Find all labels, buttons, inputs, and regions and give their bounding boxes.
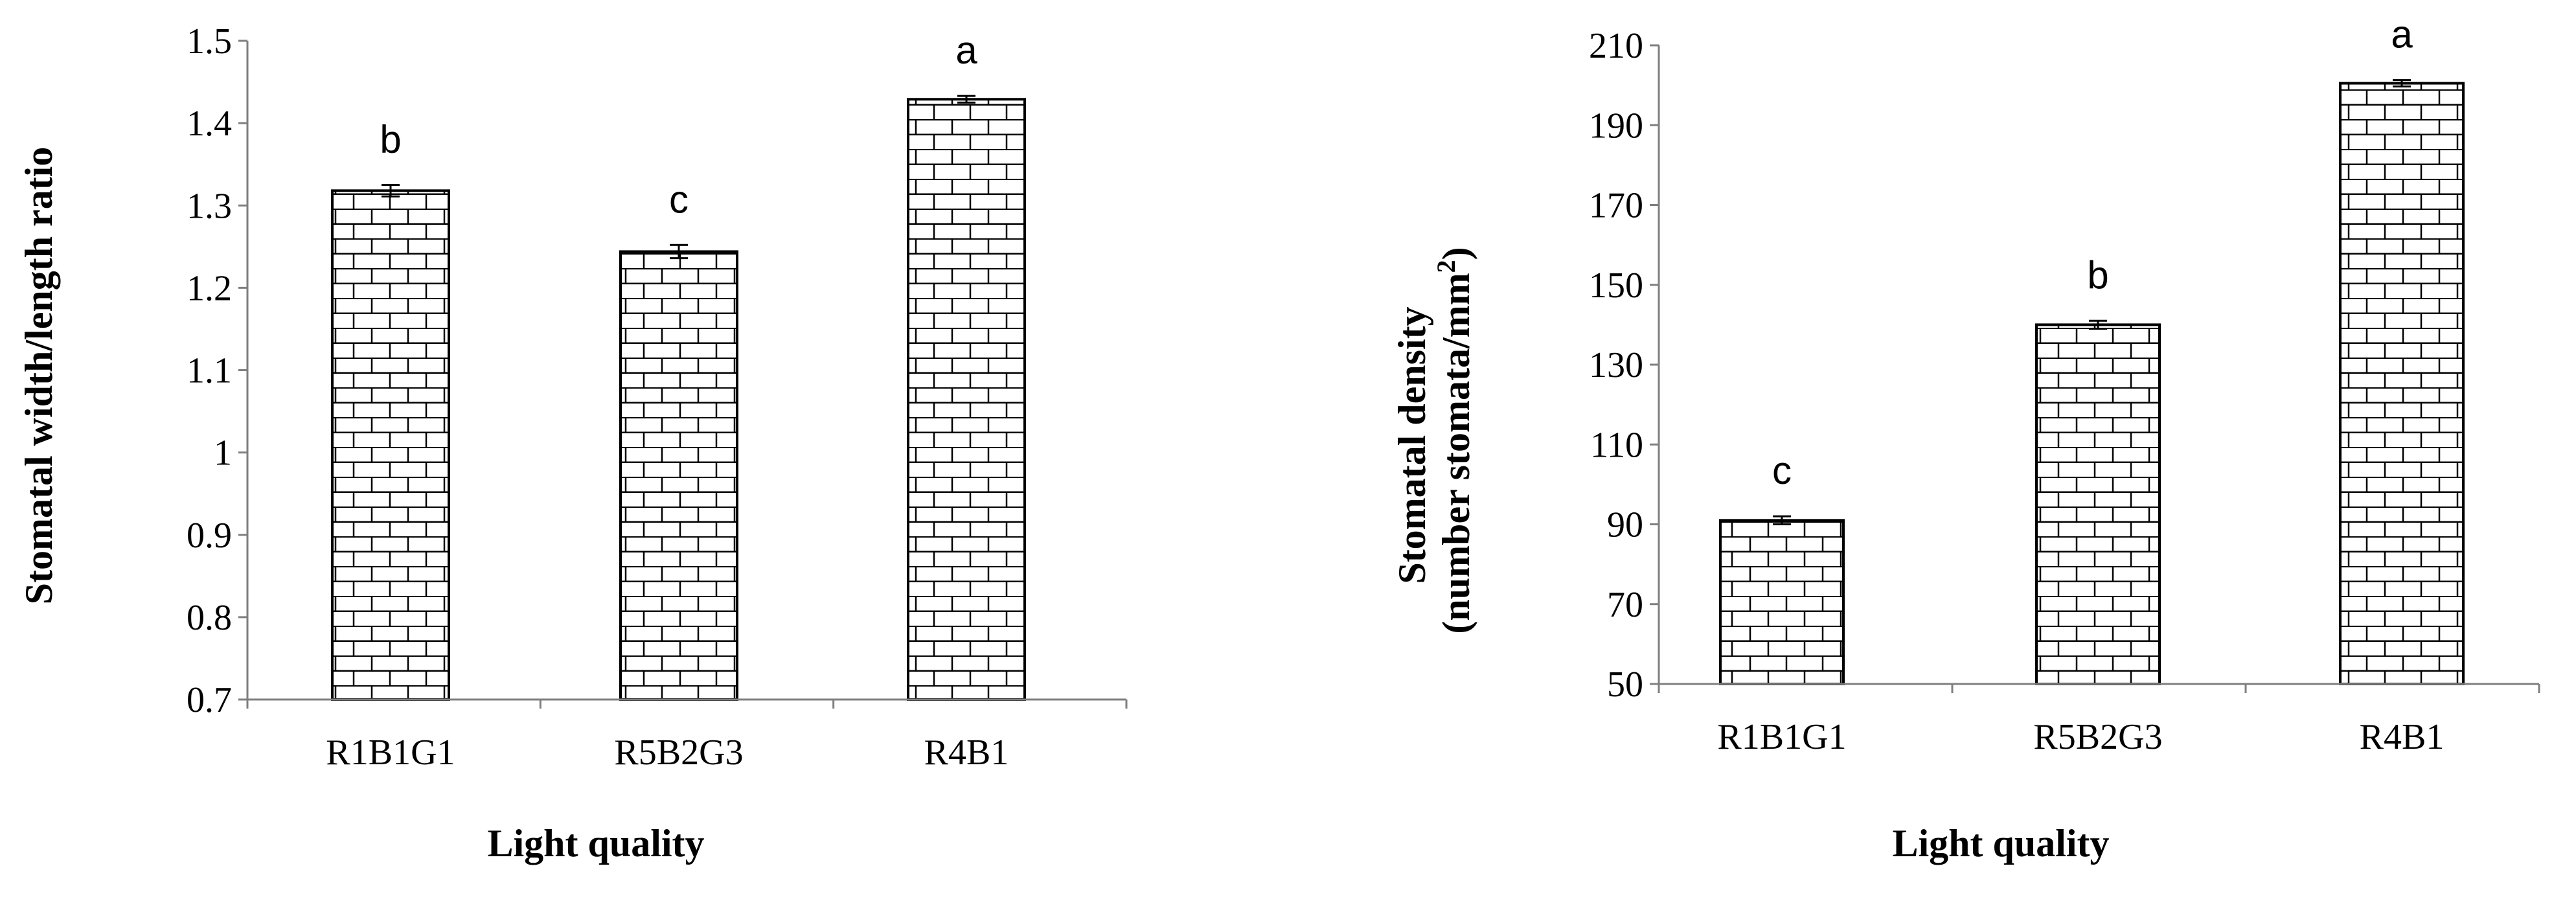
bars	[1719, 82, 2465, 686]
bar-r1b1g1	[1719, 519, 1845, 686]
y-tick-label: 110	[1590, 425, 1643, 465]
error-bars	[382, 95, 975, 260]
bar-r4b1	[2339, 82, 2465, 685]
significance-letter: a	[2391, 13, 2413, 56]
x-tick-labels: R1B1G1 R5B2G3 R4B1	[1658, 684, 2540, 757]
y-tick-label: 0.7	[187, 680, 232, 720]
significance-letter: c	[669, 177, 689, 221]
significance-letters: c b a	[1772, 13, 2413, 493]
y-tick-label: 0.8	[187, 598, 232, 638]
error-bars	[1773, 79, 2411, 525]
x-tick-label: R4B1	[924, 733, 1009, 773]
y-tick-label: 50	[1607, 665, 1643, 705]
bar-r5b2g3	[2035, 323, 2161, 685]
x-tick-label: R5B2G3	[2033, 717, 2162, 757]
y-tick-label: 1.3	[187, 186, 232, 226]
y-tick-label: 1.2	[187, 268, 232, 308]
y-tick-label: 190	[1589, 106, 1643, 146]
y-tick-label: 130	[1589, 345, 1643, 385]
y-axis-title-line-2: (number stomata/mm2)	[1431, 247, 1477, 633]
x-tick-label: R1B1G1	[326, 733, 455, 773]
chart-stomatal-ratio: Stomatal width/length ratio Light qualit…	[17, 21, 1128, 865]
y-tick-label: 210	[1589, 26, 1643, 66]
significance-letter: a	[955, 28, 977, 72]
y-tick-label: 1.5	[187, 21, 232, 62]
bar-r1b1g1	[331, 189, 450, 701]
y-tick-label: 150	[1589, 266, 1643, 306]
y-axis-title-superscript: 2	[1431, 260, 1461, 273]
bars	[331, 98, 1026, 701]
x-axis-title: Light quality	[1892, 822, 2109, 865]
x-tick-label: R1B1G1	[1717, 717, 1846, 757]
chart-stomatal-density: Stomatal density (number stomata/mm2) Li…	[1391, 13, 2540, 865]
y-axis-title-line-1: Stomatal density	[1391, 306, 1433, 584]
y-tick-labels: 0.7 0.8 0.9 1 1.1 1.2 1.3 1.4 1.5	[187, 21, 247, 720]
y-tick-label: 170	[1589, 186, 1643, 226]
y-axis-title-line-2-text: (number stomata/mm	[1435, 273, 1477, 633]
bar-r5b2g3	[619, 250, 738, 701]
significance-letter: c	[1772, 449, 1792, 492]
x-tick-label: R4B1	[2360, 717, 2445, 757]
y-tick-label: 70	[1607, 585, 1643, 625]
x-tick-labels: R1B1G1 R5B2G3 R4B1	[246, 700, 1128, 773]
y-axis-title: Stomatal width/length ratio	[17, 147, 60, 605]
y-tick-label: 1.1	[187, 351, 232, 391]
significance-letter: b	[2087, 253, 2108, 297]
significance-letters: b c a	[380, 28, 977, 221]
y-axis-title: Stomatal density (number stomata/mm2)	[1391, 247, 1477, 633]
y-tick-labels: 50 70 90 110 130 150 170 190 210	[1589, 26, 1659, 705]
x-tick-label: R5B2G3	[614, 733, 743, 773]
y-tick-label: 1.4	[187, 104, 232, 144]
bar-r4b1	[907, 98, 1026, 701]
x-axis-title: Light quality	[487, 822, 704, 865]
y-axis-title-paren: )	[1435, 247, 1477, 260]
y-tick-label: 1	[214, 433, 232, 473]
y-tick-label: 90	[1607, 505, 1643, 545]
y-tick-label: 0.9	[187, 516, 232, 556]
significance-letter: b	[380, 117, 401, 161]
